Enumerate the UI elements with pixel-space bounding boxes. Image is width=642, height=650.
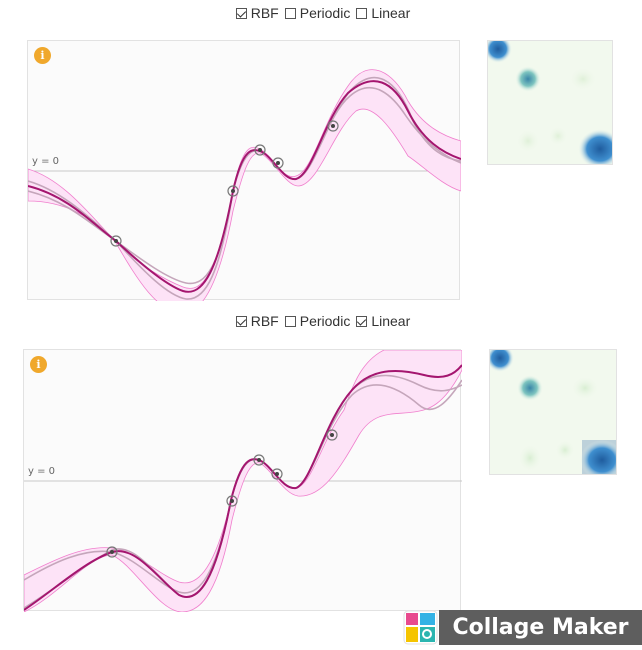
periodic-checkbox-top[interactable]: Periodic xyxy=(281,5,351,21)
linear-checkbox-bottom[interactable]: Linear xyxy=(352,313,410,329)
mean-curve xyxy=(24,364,462,611)
gp-plot-bottom[interactable]: i y = 0 xyxy=(23,349,462,612)
rbf-checkbox-top[interactable]: RBF xyxy=(232,5,279,21)
observation-point[interactable] xyxy=(326,429,338,441)
observation-points[interactable] xyxy=(106,429,338,558)
observation-point[interactable] xyxy=(106,546,118,558)
observation-dots xyxy=(114,124,335,243)
checkbox-box[interactable] xyxy=(235,315,247,327)
checkbox-label: Periodic xyxy=(299,5,351,21)
y-zero-label: y = 0 xyxy=(28,466,56,477)
observation-dots xyxy=(110,433,334,554)
linear-checkbox-top[interactable]: Linear xyxy=(352,5,410,21)
confidence-band xyxy=(24,350,462,612)
observation-point[interactable] xyxy=(272,157,284,169)
matrix-heatmap xyxy=(488,41,612,164)
checkbox-box[interactable] xyxy=(356,7,368,19)
observation-points[interactable] xyxy=(110,120,339,247)
checkbox-label: Periodic xyxy=(299,313,351,329)
covariance-matrix-bottom xyxy=(489,349,617,475)
matrix-heatmap xyxy=(490,350,616,474)
checkbox-label: RBF xyxy=(250,313,279,329)
checkbox-label: Linear xyxy=(371,5,411,21)
kernel-options-top: RBF Periodic Linear xyxy=(0,5,642,21)
watermark-text: Collage Maker xyxy=(439,610,642,645)
observation-point[interactable] xyxy=(254,144,266,156)
confidence-band xyxy=(28,69,461,301)
observation-point[interactable] xyxy=(110,235,122,247)
observation-point[interactable] xyxy=(271,468,283,480)
observation-point[interactable] xyxy=(327,120,339,132)
observation-point[interactable] xyxy=(253,454,265,466)
sample-curve xyxy=(24,379,462,609)
info-icon[interactable]: i xyxy=(34,47,51,64)
rbf-checkbox-bottom[interactable]: RBF xyxy=(232,313,279,329)
checkbox-box[interactable] xyxy=(356,315,368,327)
gp-plot-svg xyxy=(24,350,462,612)
observation-point[interactable] xyxy=(227,185,239,197)
kernel-options-bottom: RBF Periodic Linear xyxy=(0,313,642,329)
checkbox-box[interactable] xyxy=(284,315,296,327)
checkbox-box[interactable] xyxy=(284,7,296,19)
checkbox-box[interactable] xyxy=(235,7,247,19)
gp-plot-svg xyxy=(28,69,461,301)
gp-plot-top[interactable]: i y = 0 xyxy=(27,40,461,301)
camera-app-icon xyxy=(403,610,439,645)
collage-maker-watermark: Collage Maker xyxy=(403,610,642,645)
info-icon[interactable]: i xyxy=(30,356,47,373)
y-zero-label: y = 0 xyxy=(32,156,60,167)
observation-point[interactable] xyxy=(226,495,238,507)
periodic-checkbox-bottom[interactable]: Periodic xyxy=(281,313,351,329)
checkbox-label: RBF xyxy=(250,5,279,21)
checkbox-label: Linear xyxy=(371,313,411,329)
covariance-matrix-top xyxy=(487,40,613,165)
